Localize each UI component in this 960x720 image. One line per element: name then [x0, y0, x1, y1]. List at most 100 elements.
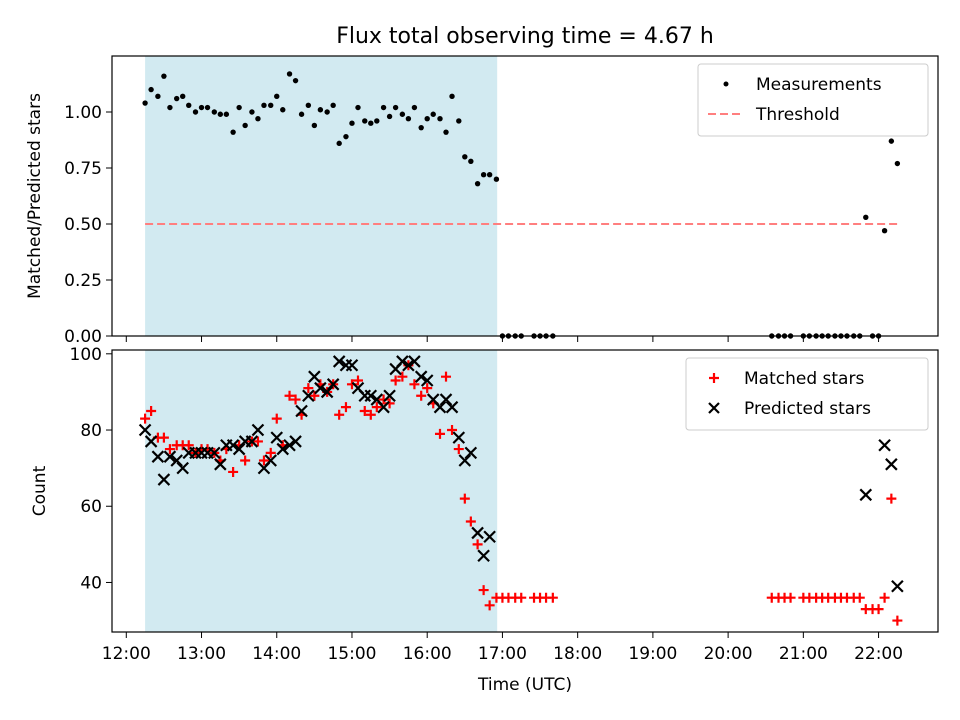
measurements-point	[343, 133, 349, 140]
x-tick-label: 16:00	[403, 644, 452, 664]
predicted-stars-point	[270, 431, 284, 444]
matched-stars-point	[547, 592, 558, 603]
measurements-point	[336, 140, 342, 147]
matched-stars-point	[271, 413, 282, 424]
predicted-stars-point	[320, 385, 334, 399]
matched-stars-point	[434, 428, 445, 439]
matched-stars-point	[252, 436, 263, 447]
predicted-stars-point	[414, 370, 428, 383]
predicted-stars-point	[170, 454, 183, 467]
measurements-point	[486, 172, 493, 178]
predicted-stars-point	[878, 438, 891, 452]
y-tick-label: 80	[80, 421, 102, 441]
measurements-point	[330, 102, 336, 108]
measurements-point	[317, 107, 324, 113]
predicted-stars-point	[302, 389, 315, 403]
matched-stars-point	[365, 409, 376, 420]
predicted-stars-point	[420, 374, 434, 387]
x-tick-label: 12:00	[102, 644, 151, 664]
panel-1-x-ticks: 12:00 13:00 14:00 15:00 16:00 17:00 18:00 19:00…	[102, 632, 903, 664]
predicted-stars-point	[445, 400, 459, 414]
legend-predicted-stars-label: Predicted stars	[744, 399, 871, 419]
predicted-stars-point	[332, 355, 346, 368]
measurements-point	[456, 118, 462, 124]
measurements-point	[411, 104, 418, 111]
matched-stars-point	[397, 371, 408, 382]
measurements-point	[462, 154, 468, 160]
predicted-stars-point	[464, 446, 478, 460]
measurements-point	[311, 122, 318, 129]
y-tick-label: 0.75	[64, 159, 102, 179]
measurements-point	[437, 116, 443, 122]
measurements-point	[180, 93, 186, 100]
measurements-point	[430, 111, 436, 117]
panel-0-marks	[142, 71, 901, 339]
measurements-point	[230, 129, 236, 135]
matched-stars-point	[416, 390, 427, 401]
panel-1-legend-box	[685, 357, 929, 431]
measurements-point	[474, 180, 481, 187]
x-tick-label: 20:00	[704, 644, 753, 664]
predicted-stars-point	[308, 370, 321, 383]
measurements-point	[255, 116, 261, 122]
matched-stars-point	[240, 455, 251, 466]
predicted-stars-point	[433, 400, 447, 414]
measurements-point	[186, 102, 192, 108]
predicted-stars-point	[345, 358, 359, 372]
measurements-point	[192, 109, 199, 115]
matched-stars-point	[516, 592, 527, 603]
predicted-stars-point	[251, 423, 265, 437]
panel-0-shaded-span	[145, 56, 498, 336]
predicted-stars-point	[138, 423, 152, 437]
matched-stars-point	[484, 600, 495, 611]
panel-0-y-label: Matched/Predicted stars	[25, 93, 45, 299]
measurements-point	[362, 118, 368, 124]
measurements-point	[204, 104, 211, 111]
legend-matched-stars-label: Matched stars	[744, 369, 864, 389]
panel-1-x-label: Time (UTC)	[477, 675, 572, 695]
measurements-point	[148, 86, 154, 93]
matched-stars-point	[183, 440, 194, 451]
matched-stars-point	[447, 425, 458, 436]
predicted-stars-point	[408, 355, 421, 368]
y-tick-label: 0.25	[64, 271, 102, 291]
y-tick-label: 100	[70, 345, 102, 365]
legend-predicted-stars-marker	[708, 402, 720, 414]
panel-1-shaded-span	[145, 350, 498, 632]
panel-0-x-ticks	[125, 336, 880, 342]
matched-stars-point	[258, 455, 269, 466]
x-tick-label: 21:00	[779, 644, 828, 664]
predicted-stars-point	[176, 461, 189, 475]
predicted-stars-point	[885, 458, 898, 471]
matched-stars-point	[409, 379, 420, 390]
measurements-point	[280, 107, 286, 113]
matched-stars-point	[854, 592, 865, 603]
measurements-point	[894, 160, 901, 167]
measurements-point	[274, 93, 280, 100]
predicted-stars-point	[439, 393, 453, 406]
matched-stars-point	[284, 390, 295, 401]
predicted-stars-point	[163, 450, 177, 463]
measurements-point	[449, 93, 455, 100]
matched-stars-point	[164, 444, 175, 455]
predicted-stars-point	[458, 454, 472, 467]
measurements-point	[863, 214, 869, 220]
matched-stars-point	[873, 604, 884, 615]
predicted-stars-point	[151, 450, 165, 463]
flux-ratio-panel: 0.00 0.25 0.50 0.75 1.00 Matched/Predicted s…	[25, 55, 939, 347]
matched-stars-point	[146, 405, 157, 416]
matched-stars-point	[441, 371, 452, 382]
legend-measurements-marker	[723, 81, 729, 87]
measurements-point	[324, 109, 330, 115]
measurements-point	[236, 104, 242, 111]
panel-1-y-ticks: 40 60 80 100	[70, 345, 112, 593]
matched-stars-point	[390, 375, 401, 386]
legend-measurements-label: Measurements	[756, 75, 882, 95]
measurements-point	[443, 129, 449, 135]
measurements-point	[249, 109, 255, 115]
matched-stars-point	[334, 409, 345, 420]
measurements-point	[198, 104, 205, 111]
measurements-point	[468, 158, 474, 164]
y-tick-label: 1.00	[64, 103, 102, 123]
